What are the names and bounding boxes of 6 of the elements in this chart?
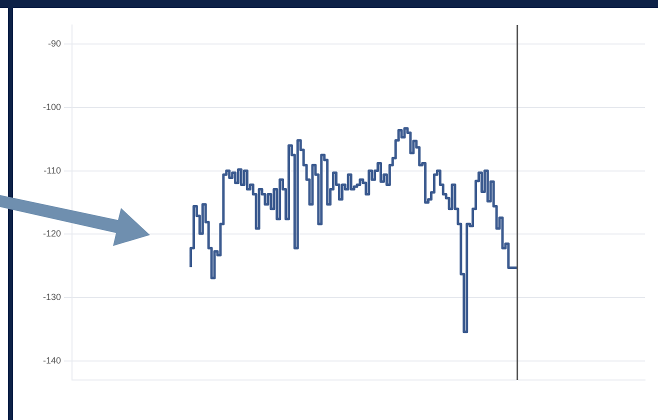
y-tick-label: -110 <box>44 165 62 176</box>
y-tick-label: -100 <box>43 102 62 112</box>
y-tick-label: -90 <box>48 38 62 48</box>
y-tick-label: -130 <box>43 292 62 302</box>
y-tick-label: -120 <box>43 228 62 239</box>
y-tick-label: -140 <box>43 355 62 366</box>
